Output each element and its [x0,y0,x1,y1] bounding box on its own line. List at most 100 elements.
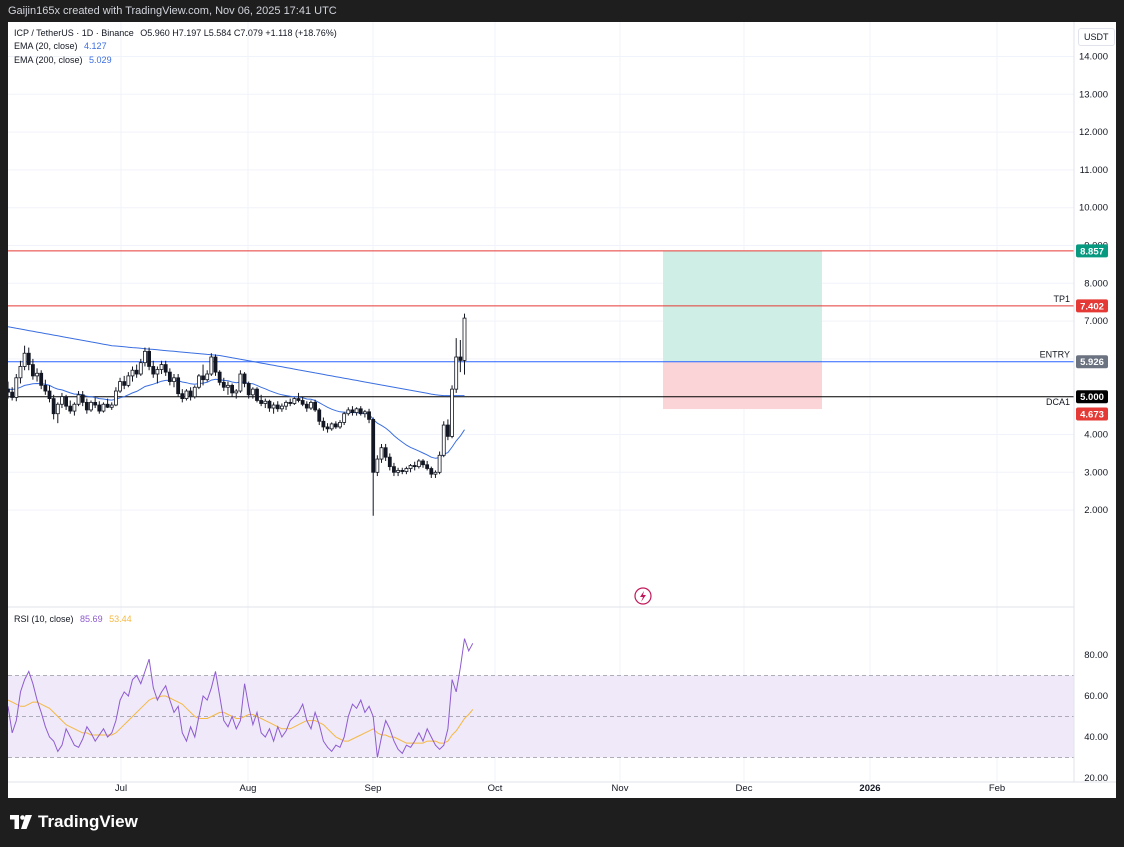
candle-body [97,404,102,412]
candle-body [30,364,35,377]
price-tick-label: 8.000 [1084,278,1108,289]
candle-body [26,352,31,365]
candle-body [14,377,19,398]
candle-body [51,398,56,415]
candle-body [354,408,359,413]
time-tick-label: Feb [989,783,1005,794]
candle-body [292,398,297,404]
candle-body [250,388,255,396]
candle-body [458,356,463,361]
candle-body [188,390,193,398]
candle-body [155,369,160,375]
symbol-legend: ICP / TetherUS · 1D · Binance O5.960 H7.… [14,28,337,38]
price-tick-label: 15.000 [1079,22,1108,25]
candle-body [10,391,15,398]
candle-body [383,447,388,458]
loss-zone [663,361,822,410]
price-tick-label: 13.000 [1079,89,1108,100]
chart-canvas[interactable]: TP1ENTRYDCA116.00015.00014.00013.00012.0… [8,22,1116,798]
candle-body [143,350,147,364]
candle-body [8,388,10,393]
candle-body [114,390,118,406]
candle-body [221,381,226,388]
candle-body [392,466,396,473]
price-badge-label: 7.402 [1080,301,1104,312]
time-tick-label: Jul [115,783,127,794]
candle-body [118,381,122,392]
rsi-tick-label: 80.00 [1084,650,1108,661]
candle-body [300,400,305,405]
candle-body [55,403,60,415]
level-label: ENTRY [1040,350,1070,360]
candle-body [321,420,326,428]
candle-body [454,356,459,390]
ema20-legend[interactable]: EMA (20, close) 4.127 [14,41,107,51]
footer-bar: TradingView [0,798,1124,847]
time-tick-label: Dec [736,783,753,794]
level-label: DCA1 [1046,397,1070,407]
candle-body [350,409,355,413]
candle-body [304,403,309,409]
tradingview-logo[interactable]: TradingView [10,812,138,832]
candle-body [163,364,168,373]
candle-body [362,411,367,415]
price-badge [1076,355,1108,369]
candle-body [89,401,93,411]
candle-body [267,400,272,409]
price-tick-label: 12.000 [1079,127,1108,138]
candle-body [93,401,98,406]
candle-body [309,401,313,409]
candle-body [176,377,181,395]
attribution-bar: Gaijin165x created with TradingView.com,… [0,0,1124,22]
candle-body [159,364,164,370]
candle-body [317,409,322,422]
price-tick-label: 2.000 [1084,505,1108,516]
rsi-line [8,638,474,758]
candle-body [201,375,205,381]
candle-body [134,369,139,375]
price-badge [1076,407,1108,421]
candle-body [408,465,413,469]
currency-button[interactable]: USDT [1078,28,1115,46]
candle-body [313,401,318,411]
tradingview-logo-icon [10,815,32,829]
candle-body [246,383,251,396]
candle-body [441,424,446,456]
candle-body [367,411,371,420]
attribution-text: Gaijin165x created with TradingView.com,… [8,5,337,17]
time-tick-label: Oct [488,783,503,794]
price-tick-label: 3.000 [1084,467,1108,478]
rsi-ma-value: 53.44 [109,614,132,624]
candle-body [263,400,268,404]
price-badge-label: 8.857 [1080,246,1104,257]
ema200-value: 5.029 [89,55,112,65]
rsi-tick-label: 40.00 [1084,732,1108,743]
candle-body [167,371,172,382]
candle-body [342,413,347,423]
candle-body [404,468,409,472]
ema200-legend[interactable]: EMA (200, close) 5.029 [14,55,112,65]
candle-body [242,373,247,384]
chart-frame[interactable]: TP1ENTRYDCA116.00015.00014.00013.00012.0… [8,22,1116,798]
candle-body [80,394,85,403]
candle-body [437,454,442,473]
candle-body [379,447,384,460]
candle-body [387,456,392,468]
ema200-line [8,326,465,397]
candle-body [333,423,338,428]
candle-body [279,405,284,410]
candle-body [39,372,44,386]
candle-body [433,471,438,475]
candle-body [255,388,259,401]
currency-label: USDT [1084,32,1109,42]
candle-body [296,398,301,401]
price-tick-label: 11.000 [1080,165,1108,176]
candle-body [72,403,77,412]
candle-body [184,390,189,399]
candle-body [130,369,135,377]
candle-body [375,458,380,473]
candle-body [230,384,235,394]
candle-body [416,460,421,468]
rsi-legend[interactable]: RSI (10, close) 85.69 53.44 [14,614,132,624]
candle-body [217,371,222,383]
